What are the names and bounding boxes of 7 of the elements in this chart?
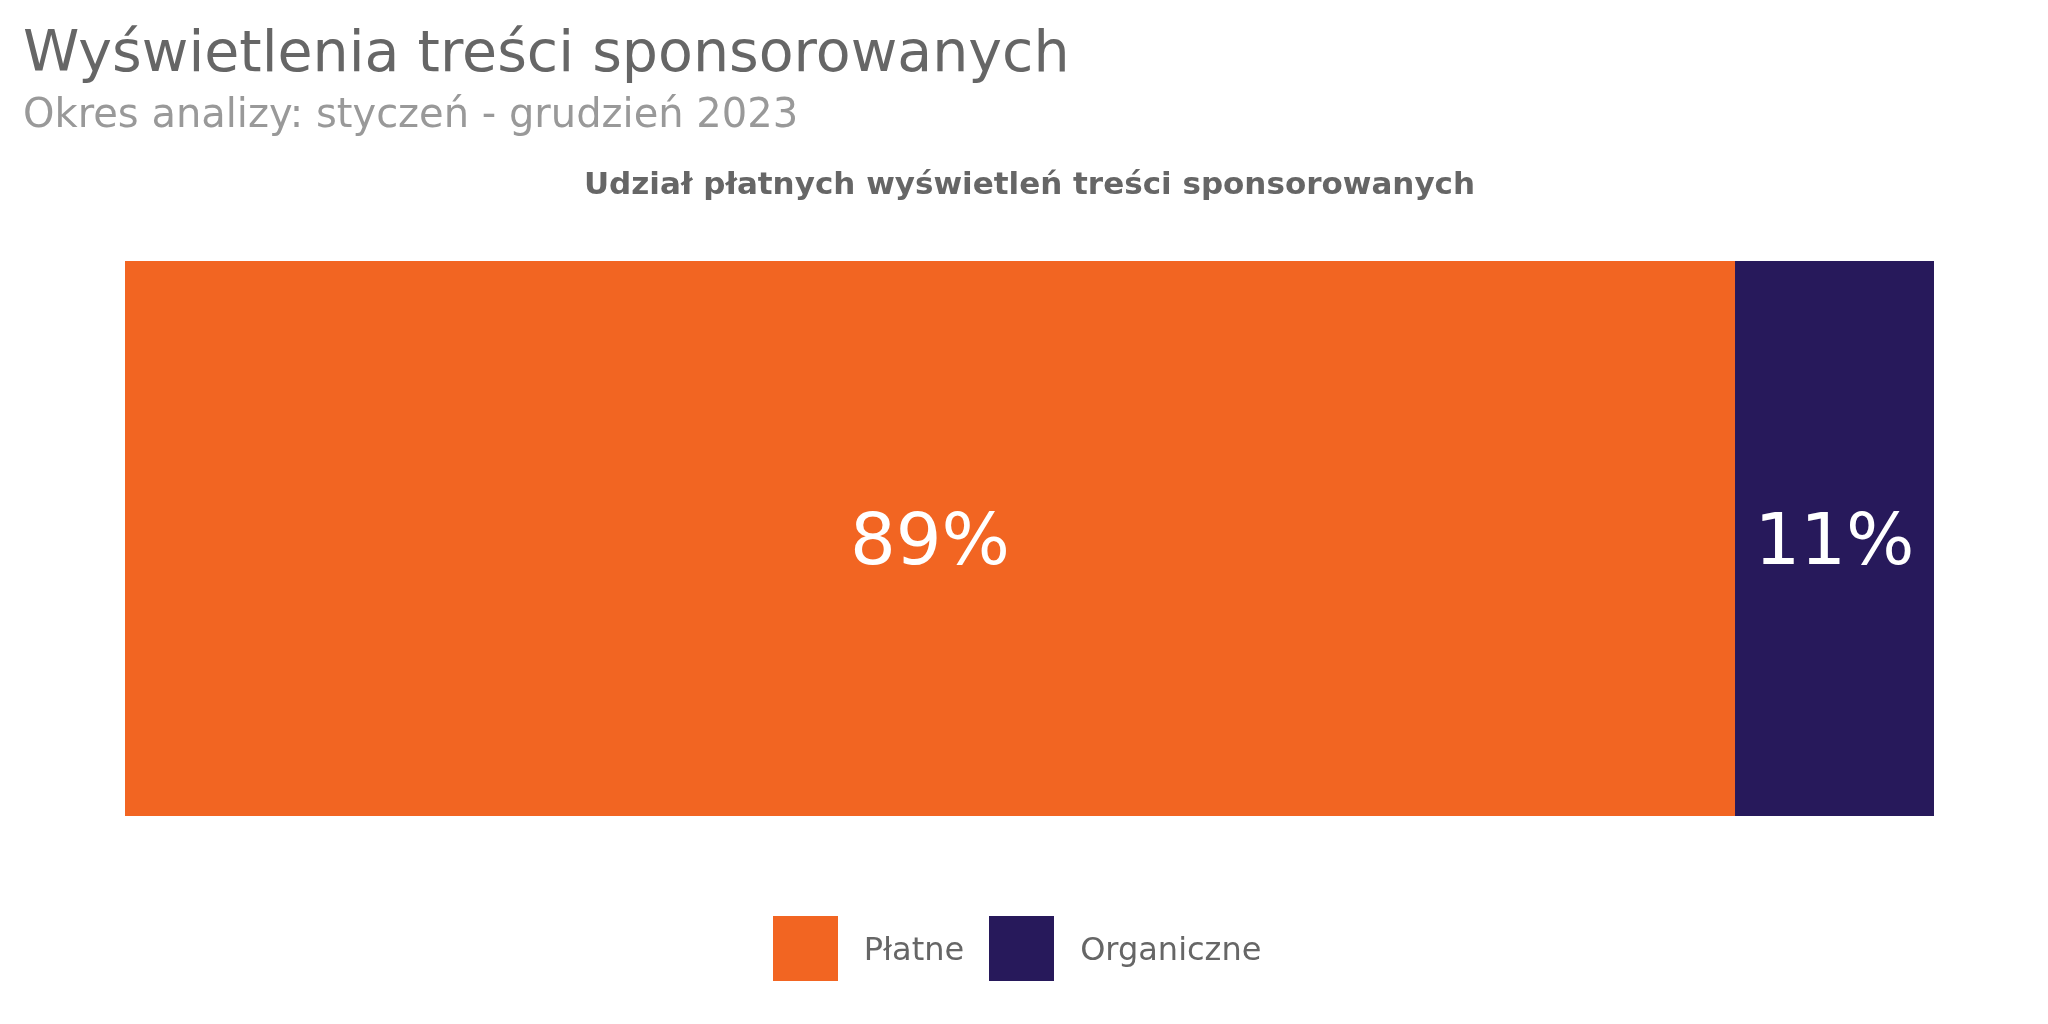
legend-label: Płatne: [863, 929, 965, 968]
chart-subtitle: Okres analizy: styczeń - grudzień 2023: [22, 89, 800, 138]
legend-label: Organiczne: [1080, 929, 1262, 968]
chart-title: Wyświetlenia treści sponsorowanych: [22, 17, 1071, 86]
data-label: 89%: [849, 496, 1011, 581]
x-axis-title: Udział płatnych wyświetleń treści sponsorowanych: [582, 165, 1477, 201]
data-label: 11%: [1754, 496, 1915, 581]
